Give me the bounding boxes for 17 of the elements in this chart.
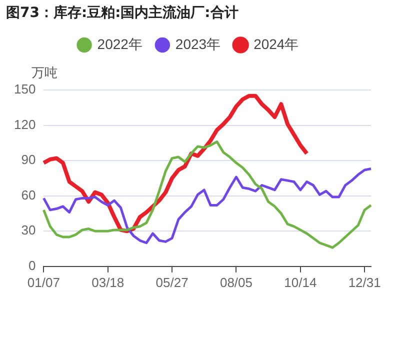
x-tick-label: 10/14 xyxy=(284,274,317,290)
x-tick-label: 03/18 xyxy=(92,274,124,290)
x-tick-label: 08/05 xyxy=(220,274,252,290)
y-axis-title: 万吨 xyxy=(32,66,58,81)
x-tick-label: 05/27 xyxy=(156,274,188,290)
x-tick-label: 01/07 xyxy=(27,274,60,290)
y-tick-label: 150 xyxy=(14,82,36,97)
y-tick-label: 30 xyxy=(21,222,36,238)
legend-label: 2022年 xyxy=(97,36,142,52)
y-tick-label: 0 xyxy=(28,258,36,273)
y-tick-label: 120 xyxy=(14,116,36,132)
y-tick-label: 90 xyxy=(21,152,36,168)
legend-label: 2024年 xyxy=(254,36,299,52)
chart-title: 图73：库存:豆粕:国内主流油厂:合计 xyxy=(6,4,238,22)
legend-label: 2023年 xyxy=(175,36,221,52)
y-tick-label: 60 xyxy=(21,187,36,202)
x-tick-label: 12/31 xyxy=(348,274,381,290)
